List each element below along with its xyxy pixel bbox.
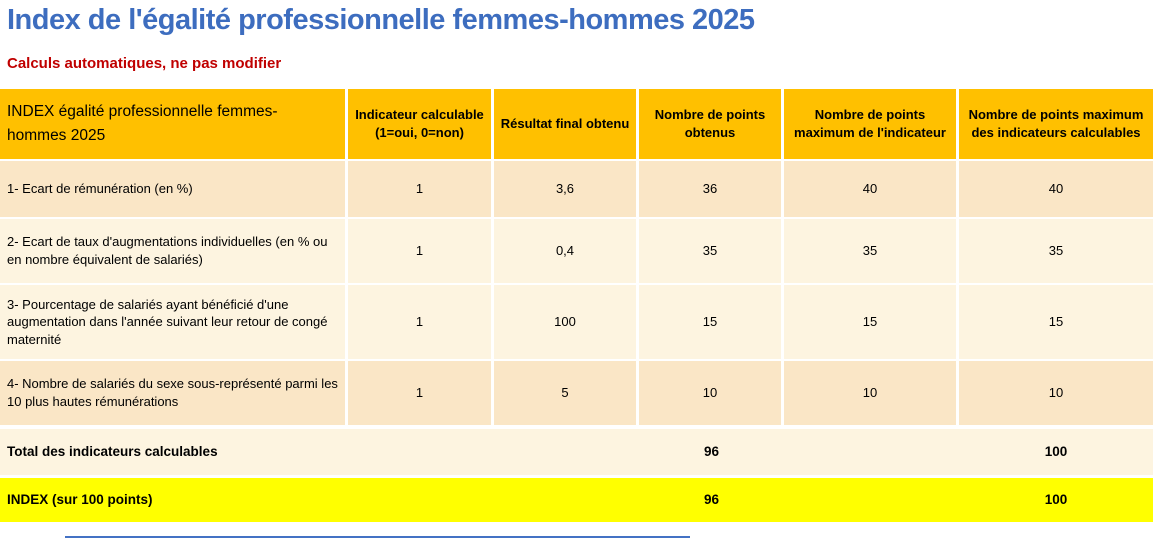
cell-resultat: 0,4 — [494, 219, 636, 283]
table-row: 4- Nombre de salariés du sexe sous-repré… — [0, 361, 1153, 425]
cell-max-calculables: 40 — [959, 161, 1153, 217]
indicator-label: 3- Pourcentage de salariés ayant bénéfic… — [0, 285, 345, 359]
cell-points: 36 — [639, 161, 781, 217]
cell-max-indicateur: 40 — [784, 161, 956, 217]
corner-header: INDEX égalité professionnelle femmes-hom… — [0, 89, 345, 159]
total-label: Total des indicateurs calculables — [7, 443, 218, 459]
total-max: 100 — [1044, 443, 1068, 459]
index-points: 96 — [703, 491, 720, 507]
cell-calculable: 1 — [348, 361, 491, 425]
warning-note: Calculs automatiques, ne pas modifier — [7, 55, 282, 72]
table-row: 3- Pourcentage de salariés ayant bénéfic… — [0, 285, 1153, 359]
cell-points: 10 — [639, 361, 781, 425]
equality-index-table: INDEX égalité professionnelle femmes-hom… — [0, 89, 1153, 522]
cell-calculable: 1 — [348, 219, 491, 283]
cell-resultat: 100 — [494, 285, 636, 359]
cell-max-calculables: 35 — [959, 219, 1153, 283]
next-row-blue-strip — [65, 536, 690, 538]
col-header-resultat-final: Résultat final obtenu — [494, 89, 636, 159]
index-max: 100 — [1044, 491, 1068, 507]
cell-max-indicateur: 35 — [784, 219, 956, 283]
cell-resultat: 3,6 — [494, 161, 636, 217]
col-header-points-max-calculables: Nombre de points maximum des indicateurs… — [959, 89, 1153, 159]
page-title: Index de l'égalité professionnelle femme… — [7, 4, 755, 36]
cell-max-calculables: 15 — [959, 285, 1153, 359]
total-row: Total des indicateurs calculables 96 100 — [0, 429, 1153, 475]
col-header-points-max-indicateur: Nombre de points maximum de l'indicateur — [784, 89, 956, 159]
cell-max-indicateur: 10 — [784, 361, 956, 425]
indicator-label: 2- Ecart de taux d'augmentations individ… — [0, 219, 345, 283]
cell-points: 35 — [639, 219, 781, 283]
table-row: 2- Ecart de taux d'augmentations individ… — [0, 219, 1153, 283]
table-header-row: INDEX égalité professionnelle femmes-hom… — [0, 89, 1153, 159]
col-header-indicateur-calculable: Indicateur calculable (1=oui, 0=non) — [348, 89, 491, 159]
index-label: INDEX (sur 100 points) — [7, 491, 153, 507]
cell-points: 15 — [639, 285, 781, 359]
col-header-points-obtenus: Nombre de points obtenus — [639, 89, 781, 159]
spreadsheet-page: Index de l'égalité professionnelle femme… — [0, 4, 1153, 538]
cell-calculable: 1 — [348, 161, 491, 217]
indicator-label: 4- Nombre de salariés du sexe sous-repré… — [0, 361, 345, 425]
indicator-label: 1- Ecart de rémunération (en %) — [0, 161, 345, 217]
cell-max-calculables: 10 — [959, 361, 1153, 425]
cell-resultat: 5 — [494, 361, 636, 425]
total-points: 96 — [703, 443, 720, 459]
table-row: 1- Ecart de rémunération (en %) 1 3,6 36… — [0, 161, 1153, 217]
cell-calculable: 1 — [348, 285, 491, 359]
index-row: INDEX (sur 100 points) 96 100 — [0, 478, 1153, 522]
cell-max-indicateur: 15 — [784, 285, 956, 359]
